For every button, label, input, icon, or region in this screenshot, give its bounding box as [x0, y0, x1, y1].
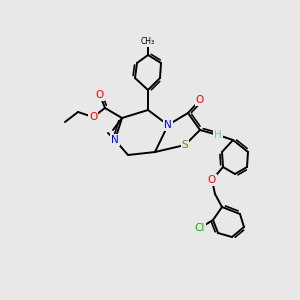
Text: O: O	[208, 175, 216, 185]
Text: CH₃: CH₃	[141, 38, 155, 46]
Text: N: N	[164, 120, 172, 130]
Text: H: H	[214, 130, 222, 140]
Text: O: O	[196, 95, 204, 105]
Text: O: O	[96, 90, 104, 100]
Text: O: O	[89, 112, 97, 122]
Text: Cl: Cl	[195, 223, 205, 233]
Text: N: N	[111, 135, 119, 145]
Text: S: S	[182, 140, 188, 150]
